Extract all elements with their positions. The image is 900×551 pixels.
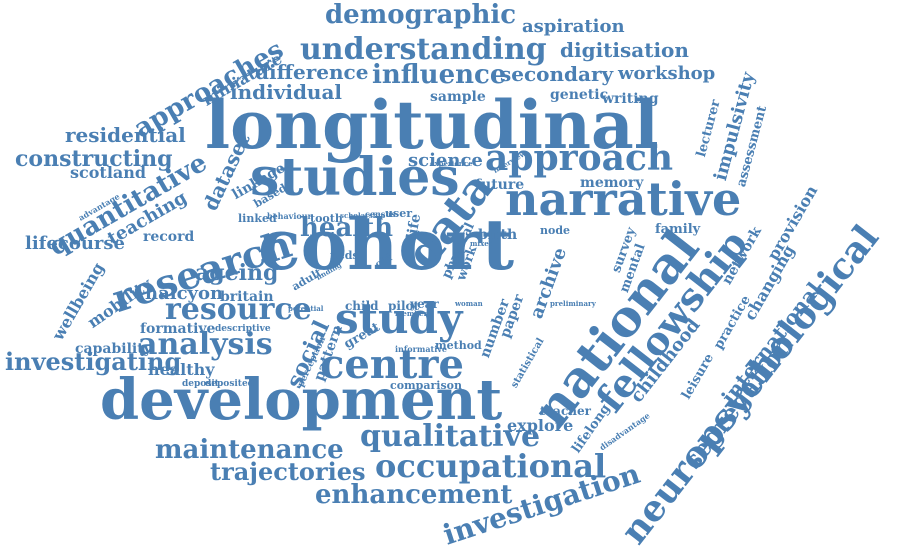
word-record: record — [143, 229, 195, 245]
word-difference: difference — [255, 60, 369, 84]
word-deposit: deposit — [182, 379, 219, 389]
word-archive: archive — [526, 244, 572, 322]
word-potential: potential — [288, 304, 324, 313]
word-member: member — [395, 309, 428, 318]
word-future: future — [475, 177, 525, 193]
word-writing: writing — [602, 91, 659, 107]
word-memory: memory — [580, 175, 644, 191]
word-preliminary: preliminary — [550, 299, 596, 308]
word-pilot: pilot — [388, 299, 420, 313]
word-life: life — [404, 212, 425, 241]
word-investigating: investigating — [5, 347, 182, 376]
word-britain: britain — [220, 289, 274, 305]
word-formative: formative — [140, 321, 216, 337]
word-practice: practice — [711, 293, 754, 352]
word-descriptive: descriptive — [215, 324, 271, 334]
word-study: study — [335, 294, 463, 343]
word-behaviour: behaviour — [267, 211, 312, 221]
word-healthy: healthy — [148, 360, 215, 379]
word-studies: studies — [250, 147, 460, 208]
word-woman: woman — [455, 299, 483, 308]
word-approach: approach — [485, 137, 674, 179]
word-leisure: leisure — [679, 351, 718, 402]
word-occupational: occupational — [375, 447, 607, 485]
word-scotland: scotland — [70, 163, 147, 182]
word-demographic: demographic — [325, 0, 517, 30]
word-influence: influence — [372, 60, 507, 90]
word-analysis: analysis — [138, 327, 273, 362]
word-maintenance: maintenance — [155, 435, 344, 465]
word-ncds: ncds — [330, 249, 359, 262]
word-resource: resource — [165, 292, 312, 327]
word-explore: explore — [507, 416, 574, 435]
word-trajectories: trajectories — [210, 457, 366, 486]
word-secondary: secondary — [500, 62, 614, 86]
word-health: health — [300, 213, 394, 243]
word-narrative: narrative — [505, 172, 742, 226]
word-deposited: deposited — [205, 379, 254, 389]
word-development: development — [100, 367, 503, 433]
word-qualitative: qualitative — [360, 419, 541, 454]
word-birth: birth — [478, 227, 518, 243]
word-year: year — [410, 297, 439, 311]
word-lifecourse: lifecourse — [25, 233, 125, 254]
word-enhancement: enhancement — [315, 480, 513, 510]
word-census: census — [365, 209, 396, 219]
word-linked: linked — [238, 212, 277, 225]
word-longitudinal: longitudinal — [205, 86, 659, 164]
word-node: node — [540, 224, 571, 237]
word-centre: centre — [320, 341, 464, 388]
word-digitisation: digitisation — [560, 38, 689, 62]
word-wellbeing: wellbeing — [48, 259, 108, 344]
word-experience: experience — [430, 159, 473, 168]
word-child: child — [345, 299, 379, 313]
word-residential: residential — [65, 123, 186, 147]
word-sample: sample — [430, 89, 486, 105]
word-ageing: ageing — [195, 260, 279, 286]
word-individual: individual — [230, 80, 343, 104]
word-scholarship: scholarship — [340, 211, 386, 220]
word-constructing: constructing — [15, 146, 173, 172]
word-genetic: genetic — [550, 87, 609, 103]
word-teacher: teacher — [540, 404, 591, 418]
word-understanding: understanding — [300, 32, 547, 67]
word-family: family — [655, 222, 701, 237]
word-aspiration: aspiration — [522, 16, 625, 37]
word-method: method — [435, 339, 482, 352]
word-science: science — [408, 150, 483, 171]
word-tooth: tooth — [310, 212, 343, 225]
word-informative: informative — [395, 344, 447, 354]
word-workshop: workshop — [618, 63, 716, 84]
word-halcyon: halcyon — [145, 283, 224, 304]
word-mixed: mixed — [470, 239, 494, 248]
word-cohort: cohort — [258, 203, 515, 286]
word-user: user — [385, 207, 412, 220]
word-capability: capability — [75, 341, 152, 357]
word-comparison: comparison — [390, 379, 462, 392]
